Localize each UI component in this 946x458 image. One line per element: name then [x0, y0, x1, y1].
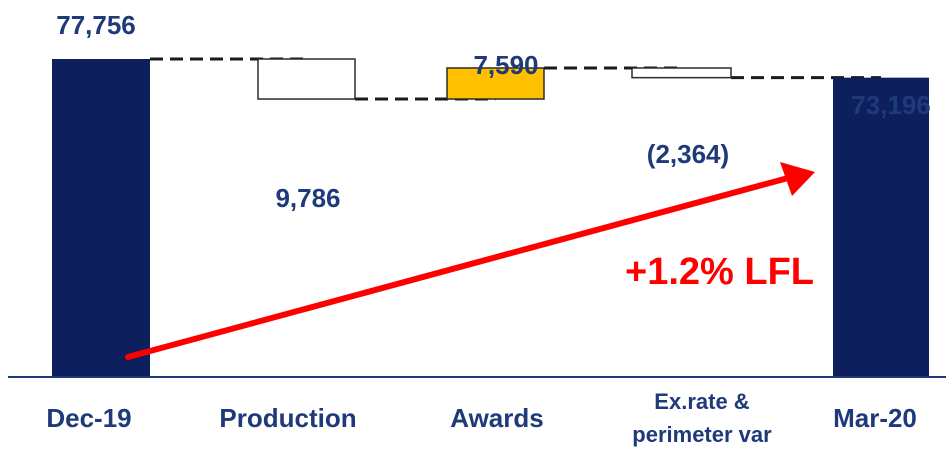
trend-arrow — [125, 162, 815, 360]
category-label-exrate-perimeter-var-line-2: perimeter var — [632, 422, 772, 447]
bar-exrate-perimeter-var — [631, 67, 732, 79]
category-labels-group: Dec-19 Production Awards Ex.rate & perimeter… — [46, 389, 917, 447]
bars-group — [52, 58, 929, 377]
category-label-awards: Awards — [450, 403, 543, 433]
value-labels-group: 77,756 9,786 7,590 (2,364) 73,196 — [56, 10, 931, 213]
bar-awards — [446, 67, 545, 100]
trend-arrow-head — [780, 162, 815, 196]
value-label-mar-20: 73,196 — [851, 90, 931, 120]
category-label-exrate-perimeter-var-line-1: Ex.rate & — [654, 389, 749, 414]
bar-mar-20 — [833, 77, 929, 377]
annotation-label: +1.2% LFL — [625, 251, 814, 293]
bar-dec-19 — [52, 59, 150, 377]
category-label-production: Production — [219, 403, 356, 433]
category-label-mar-20: Mar-20 — [833, 403, 917, 433]
value-label-exrate-perimeter-var: (2,364) — [647, 139, 729, 169]
value-label-production: 9,786 — [275, 183, 340, 213]
bar-production — [257, 58, 356, 100]
value-label-dec-19: 77,756 — [56, 10, 136, 40]
trend-arrow-line — [125, 175, 791, 360]
category-label-dec-19: Dec-19 — [46, 403, 131, 433]
value-label-awards: 7,590 — [473, 50, 538, 80]
